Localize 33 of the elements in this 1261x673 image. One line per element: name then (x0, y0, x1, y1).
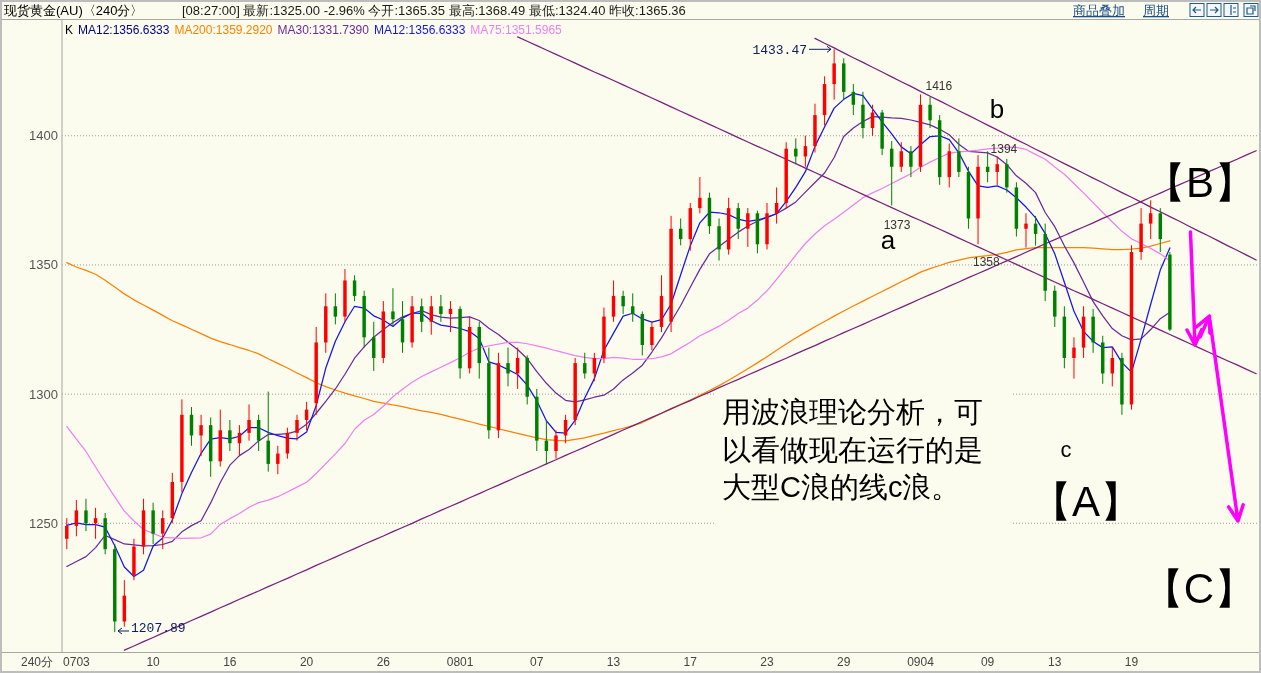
annotation: 1433.47 (752, 42, 807, 58)
chart-subtitle: [08:27:00] 最新:1325.00 -2.96% 今开:1365.35 最高:1368.49 最低:1324.40 昨收:1365.36 (182, 2, 686, 18)
y-tick-label: 1400 (29, 128, 58, 144)
x-tick-label: 0801 (446, 654, 474, 669)
text: 周期 (1143, 3, 1169, 18)
x-tick-label: 16 (223, 654, 237, 669)
text: 商品叠加 (1073, 3, 1125, 18)
y-tick-label: 1250 (29, 515, 58, 531)
annotation: 【C】 (1141, 565, 1256, 612)
x-axis-title: 240分 (20, 654, 54, 669)
y-tick-label: 1300 (29, 386, 58, 402)
legend: K MA12:1356.6333 MA200:1359.2920 MA30:1331.7390 MA12:1356.6333 MA75:1351.5965 (65, 22, 562, 37)
x-tick-label: 13 (606, 654, 621, 669)
x-tick-label: 0904 (907, 654, 935, 669)
x-tick-label: 29 (837, 654, 851, 669)
x-tick-label: 17 (683, 654, 698, 669)
x-tick-label: 23 (760, 654, 775, 669)
x-tick-label: 0703 (63, 654, 91, 669)
x-tick-label: 10 (146, 654, 161, 669)
x-tick-label: 09 (980, 654, 995, 669)
x-tick-label: 13 (1048, 654, 1062, 669)
chart-title: 现货黄金(AU)〈240分〉 (4, 2, 144, 18)
x-tick-label: 19 (1124, 654, 1139, 669)
annotation: c (1060, 437, 1072, 462)
x-tick-label: 20 (299, 654, 314, 669)
annotation: 【A】 (1029, 478, 1143, 525)
annotation: b (989, 94, 1005, 124)
annotation: 1358 (973, 255, 1001, 270)
x-tick-label: 07 (530, 654, 544, 669)
annotation: 用波浪理论分析，可以看做现在运行的是大型C浪的线c浪。 (722, 396, 983, 503)
annotation: 1416 (925, 79, 953, 94)
y-tick-label: 1350 (29, 257, 58, 273)
x-tick-label: 26 (376, 654, 391, 669)
